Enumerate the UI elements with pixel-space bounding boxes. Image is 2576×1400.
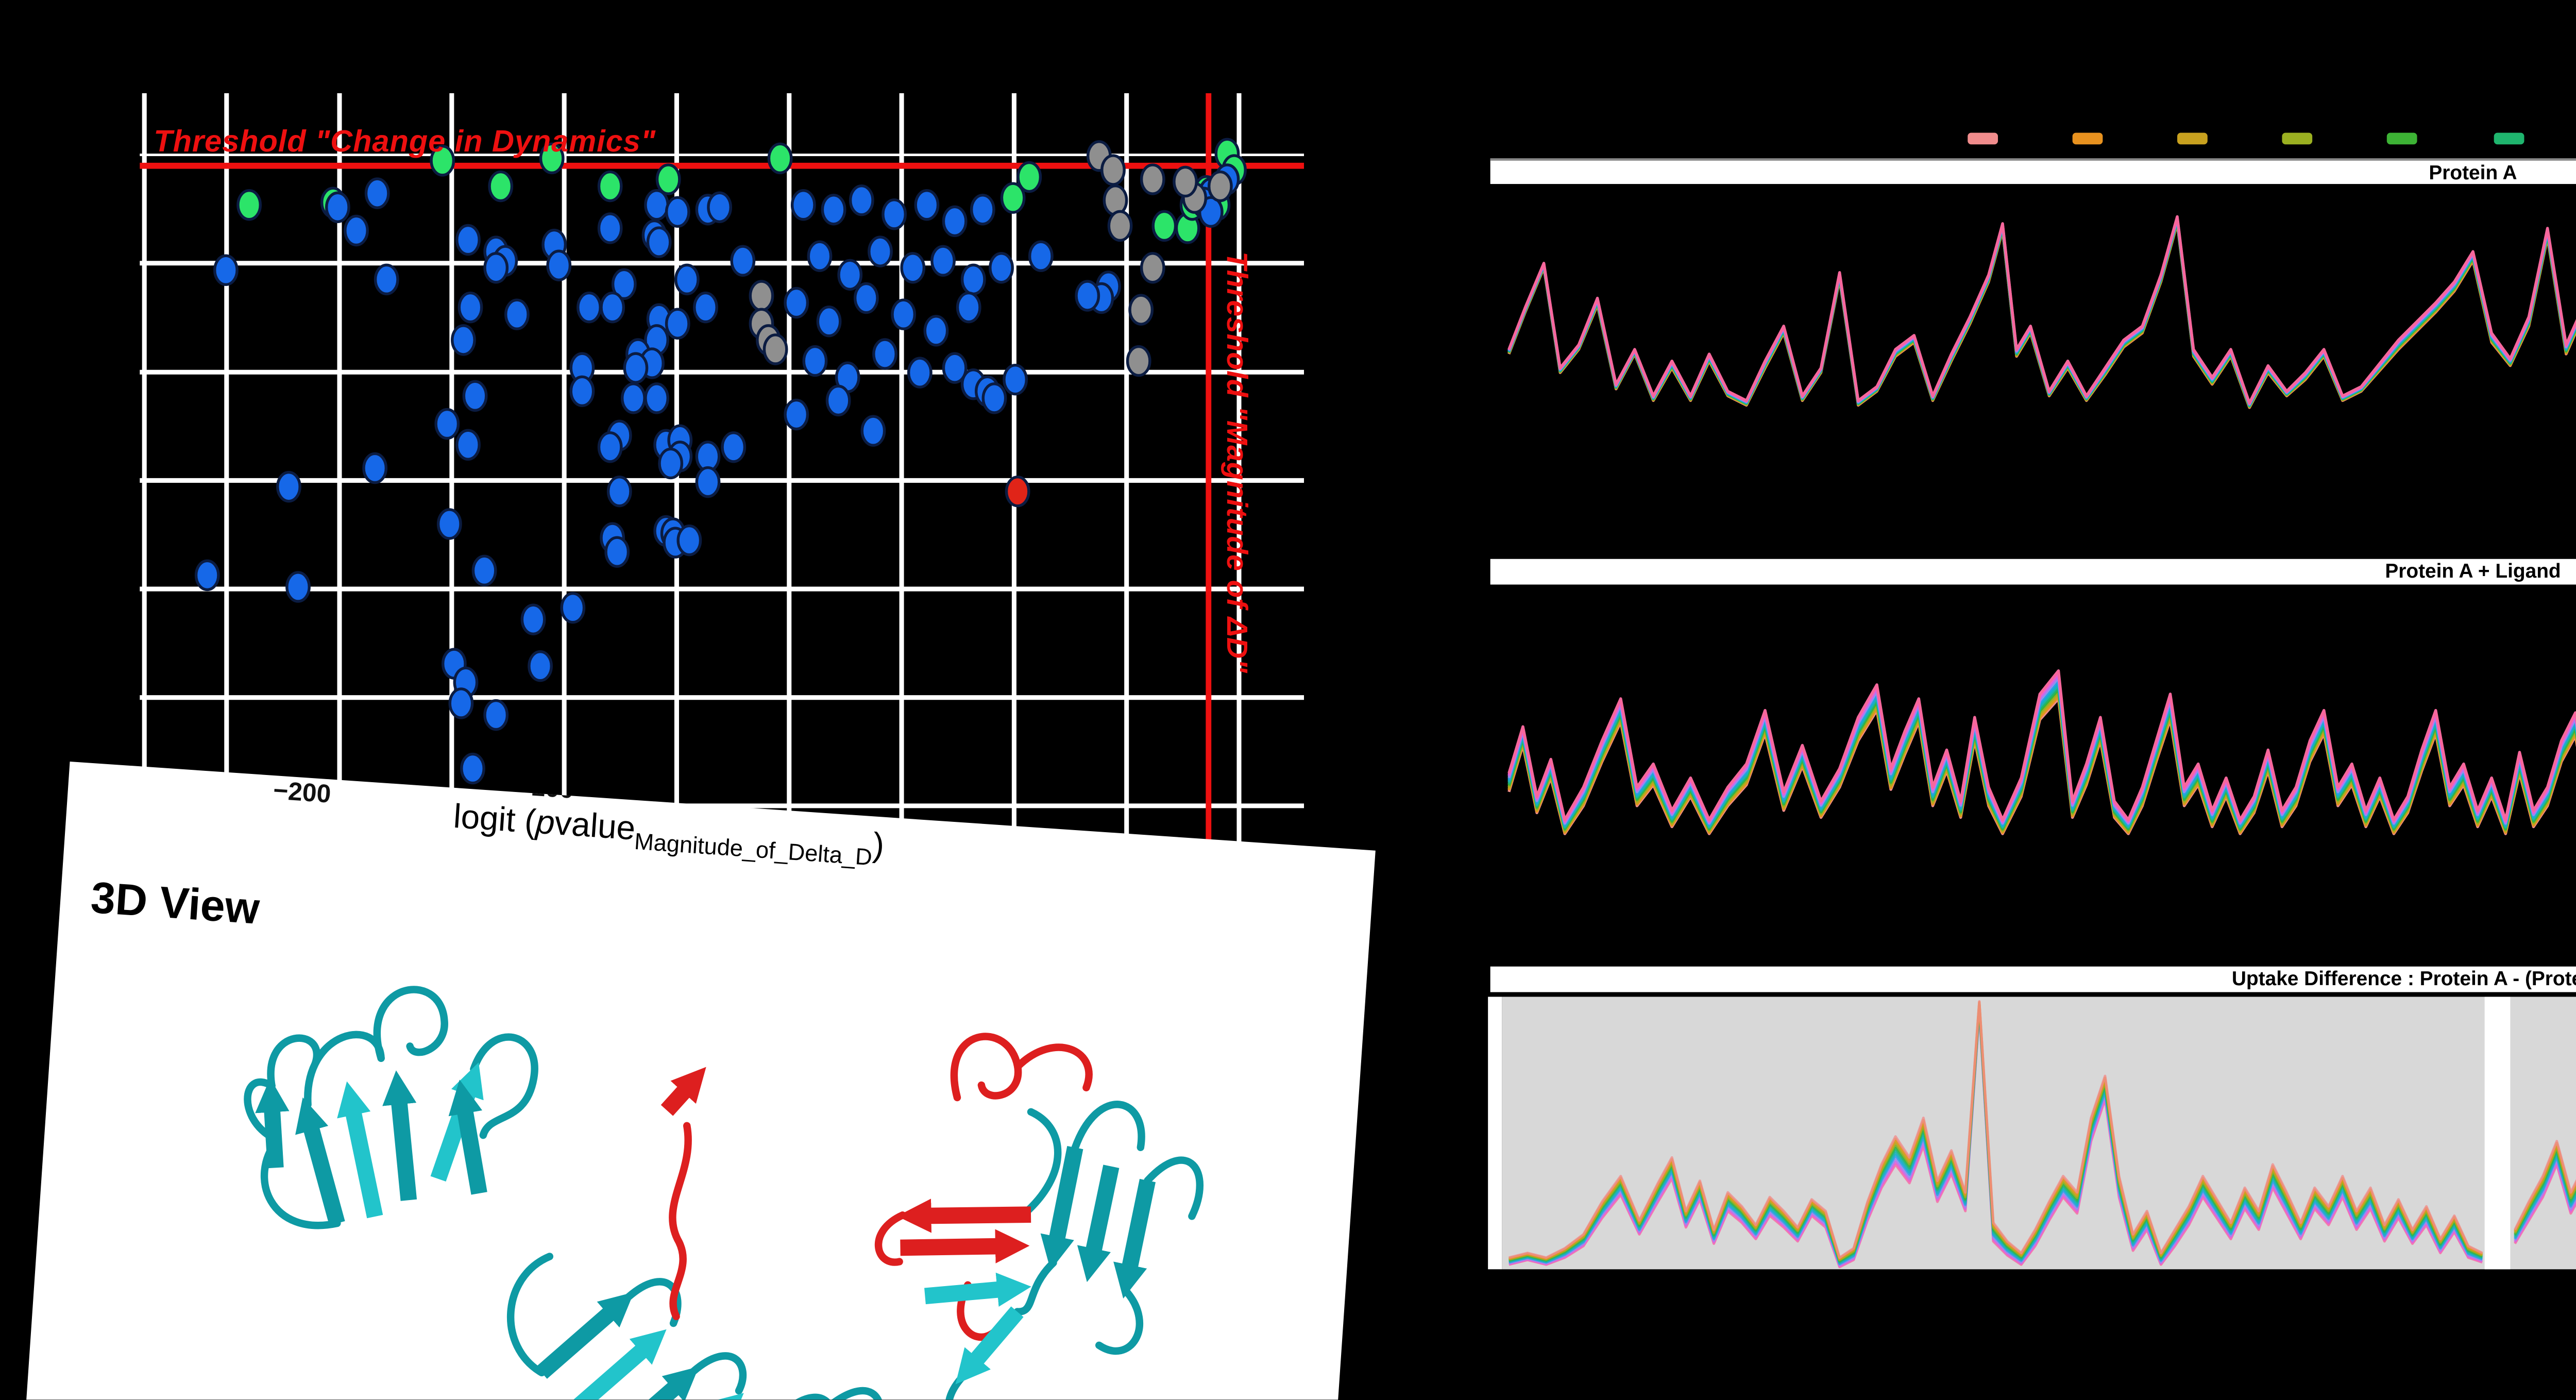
chart-title-uptake-difference: Uptake Difference : Protein A - (Protein…	[1490, 966, 2576, 991]
beta-sheet-bottom	[506, 1253, 885, 1400]
volcano-scatter-plot[interactable]	[140, 93, 1304, 873]
threshold-change-in-dynamics-label: Threshold "Change in Dynamics"	[154, 123, 656, 159]
chart-title-protein-a-ligand: Protein A + Ligand	[1490, 559, 2576, 584]
beta-domain-right	[874, 1033, 1204, 1400]
chart-title-protein-a: Protein A	[1490, 157, 2576, 184]
legend-dash	[1968, 132, 1998, 144]
beta-sandwich-left	[244, 986, 538, 1229]
legend-dash	[2177, 132, 2208, 144]
protein-structure-render[interactable]	[182, 954, 1270, 1400]
legend-dash	[2387, 132, 2418, 144]
3d-view-panel[interactable]: −200 −100 logit (pvalueMagnitude_of_Delt…	[2, 761, 1376, 1400]
legend-dash	[2073, 132, 2103, 144]
red-linker	[660, 1067, 706, 1321]
3d-view-title: 3D View	[89, 875, 261, 936]
legend-dash	[2282, 132, 2313, 144]
threshold-magnitude-label: Threshold "Magnitude of ΔD"	[1220, 251, 1253, 673]
legend-dash	[2493, 132, 2523, 144]
x-tick-minus-200: −200	[272, 778, 332, 810]
